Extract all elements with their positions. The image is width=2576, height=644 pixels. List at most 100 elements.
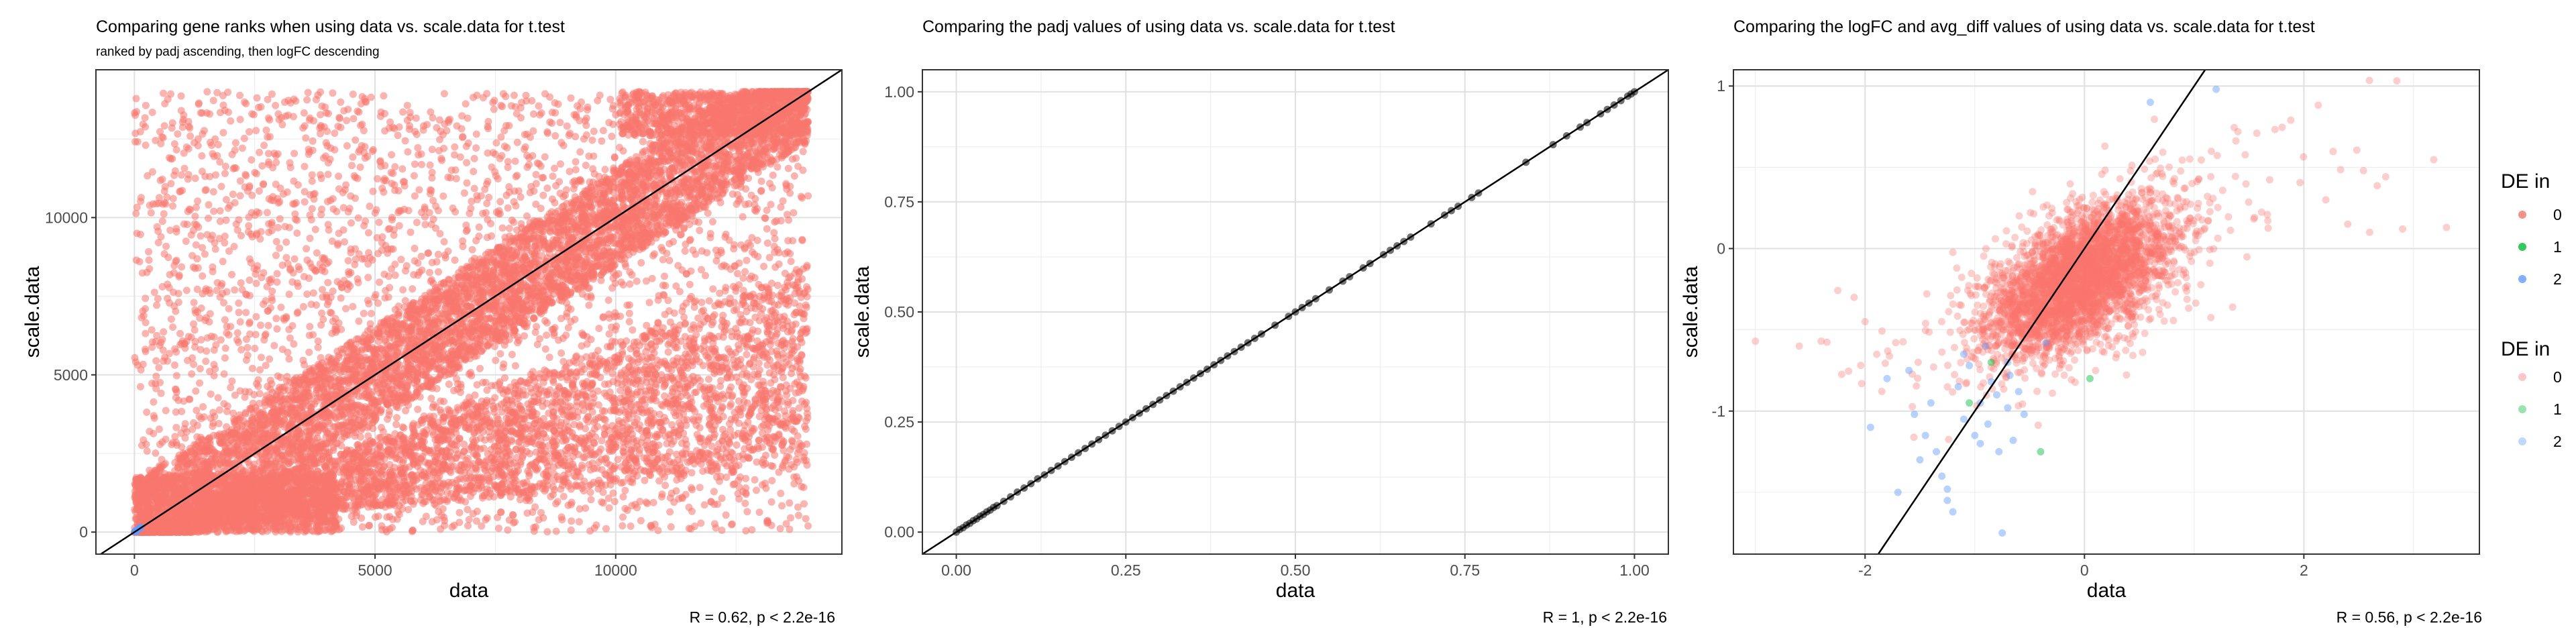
- data-point: [563, 122, 571, 130]
- data-point: [795, 511, 802, 519]
- data-point: [517, 460, 525, 468]
- data-point: [545, 354, 553, 362]
- data-point: [192, 387, 200, 395]
- data-point: [341, 238, 348, 246]
- data-point: [449, 204, 457, 212]
- data-point: [445, 380, 453, 388]
- data-point: [642, 277, 650, 285]
- data-point: [136, 231, 144, 238]
- data-point: [413, 219, 421, 227]
- data-point: [551, 131, 559, 140]
- data-point: [533, 323, 541, 331]
- data-point: [210, 361, 218, 368]
- data-point: [767, 201, 775, 209]
- data-point: [317, 321, 325, 329]
- data-point: [738, 370, 746, 378]
- data-point: [702, 272, 709, 280]
- data-point: [768, 477, 776, 484]
- data-point: [238, 144, 246, 152]
- data-point: [360, 309, 368, 317]
- data-point: [190, 360, 197, 368]
- data-point: [637, 259, 645, 267]
- data-point: [506, 493, 515, 501]
- data-point: [484, 125, 492, 133]
- data-point: [718, 527, 726, 534]
- data-point: [182, 286, 191, 294]
- data-point: [262, 362, 270, 370]
- data-point: [246, 182, 254, 190]
- data-point: [227, 117, 235, 125]
- data-point: [248, 191, 256, 199]
- data-point: [508, 351, 516, 358]
- data-point: [227, 384, 235, 392]
- data-point: [755, 359, 763, 367]
- data-point: [458, 125, 466, 133]
- data-point: [270, 341, 278, 350]
- data-point: [455, 508, 464, 517]
- data-point: [741, 268, 749, 276]
- data-point: [505, 224, 513, 232]
- chart-title: Comparing gene ranks when using data vs.…: [96, 17, 565, 36]
- data-point: [633, 277, 641, 285]
- data-point: [163, 193, 171, 201]
- data-point: [496, 198, 504, 206]
- data-point: [245, 213, 253, 221]
- data-point: [391, 271, 399, 279]
- data-point: [557, 513, 566, 521]
- data-point: [529, 127, 537, 135]
- data-point: [242, 309, 250, 317]
- data-point: [169, 202, 176, 210]
- data-point: [150, 288, 158, 297]
- data-point: [648, 274, 656, 282]
- data-point: [700, 307, 708, 315]
- data-point: [177, 92, 185, 100]
- data-point: [228, 377, 236, 385]
- data-point: [415, 186, 423, 194]
- data-point: [536, 111, 544, 119]
- data-point: [498, 152, 506, 160]
- data-point: [595, 325, 603, 332]
- data-point: [305, 331, 313, 339]
- data-point: [203, 347, 211, 355]
- data-point: [529, 508, 537, 516]
- data-point: [598, 137, 606, 145]
- data-point: [427, 394, 435, 402]
- data-point: [360, 222, 368, 229]
- data-point: [435, 268, 442, 276]
- data-point: [231, 146, 239, 154]
- data-point: [625, 309, 633, 317]
- data-point: [460, 189, 468, 197]
- data-point: [782, 520, 790, 528]
- data-point: [172, 408, 180, 416]
- data-point: [472, 144, 480, 152]
- data-point: [804, 522, 812, 530]
- data-point: [306, 323, 314, 331]
- data-point: [277, 303, 285, 311]
- data-point: [205, 214, 212, 222]
- data-point: [236, 318, 244, 326]
- data-point: [599, 127, 607, 135]
- data-point: [253, 208, 261, 216]
- data-point: [154, 294, 162, 303]
- data-point: [639, 138, 647, 146]
- data-point: [160, 122, 168, 130]
- data-point: [141, 114, 149, 122]
- data-point: [541, 153, 549, 161]
- chart-gene-ranks: Comparing gene ranks when using data vs.…: [21, 17, 843, 626]
- data-point: [220, 299, 227, 307]
- data-point: [273, 270, 281, 278]
- data-point: [475, 223, 483, 231]
- data-point: [318, 205, 326, 213]
- data-point: [132, 209, 140, 217]
- data-point: [329, 89, 337, 97]
- data-point: [354, 214, 362, 222]
- data-point: [170, 140, 178, 148]
- data-point: [733, 270, 741, 278]
- data-point: [314, 337, 322, 345]
- data-point: [301, 198, 309, 206]
- data-point: [492, 139, 500, 147]
- data-point: [800, 484, 808, 491]
- data-point: [417, 252, 425, 260]
- data-point: [273, 325, 281, 333]
